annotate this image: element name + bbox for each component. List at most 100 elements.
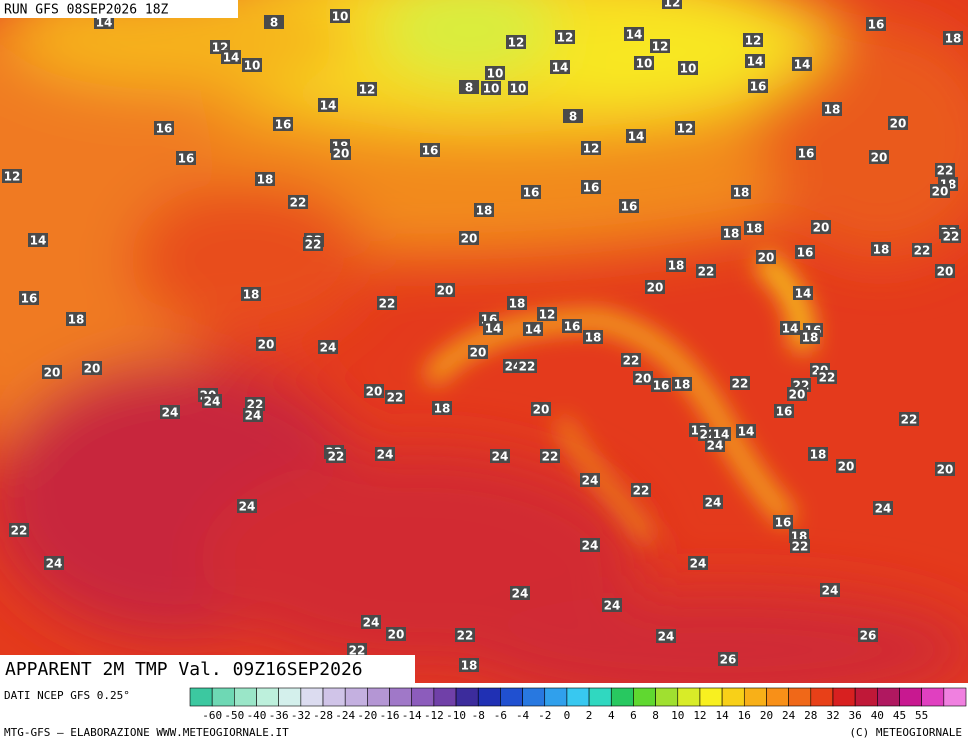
scale-cell (522, 687, 546, 707)
temperature-label: 8 (459, 80, 479, 95)
temperature-label: 16 (795, 245, 815, 260)
scale-cell (544, 687, 568, 707)
temperature-label: 8 (264, 15, 284, 30)
temperature-label: 18 (474, 203, 494, 218)
label-box (202, 394, 222, 408)
scale-cell (211, 687, 235, 707)
label-value: 16 (750, 80, 767, 94)
label-value: 24 (320, 341, 337, 355)
label-value: 26 (860, 629, 877, 643)
label-value: 20 (813, 221, 830, 235)
label-value: 14 (747, 55, 764, 69)
temperature-label: 22 (790, 539, 810, 554)
label-box (581, 141, 601, 155)
temperature-label: 20 (935, 462, 955, 477)
label-value: 20 (333, 147, 350, 161)
scale-label: -6 (494, 709, 507, 722)
temperature-label: 14 (221, 50, 241, 65)
label-value: 20 (871, 151, 888, 165)
label-value: 20 (461, 232, 478, 246)
temperature-label: 14 (550, 60, 570, 75)
temperature-label: 12 (537, 307, 557, 322)
label-box (811, 220, 831, 234)
label-value: 16 (178, 152, 195, 166)
label-box (820, 583, 840, 597)
label-box (94, 15, 114, 29)
scale-cell (788, 687, 812, 707)
label-box (836, 459, 856, 473)
scale-cell (234, 687, 257, 707)
label-value: 16 (775, 516, 792, 530)
label-value: 20 (635, 372, 652, 386)
label-value: 10 (244, 59, 261, 73)
scale-label: -2 (538, 709, 551, 722)
label-box (675, 121, 695, 135)
label-value: 20 (789, 388, 806, 402)
label-box (633, 371, 653, 385)
label-box (581, 180, 601, 194)
label-value: 20 (533, 403, 550, 417)
label-box (696, 264, 716, 278)
label-box (858, 628, 878, 642)
label-value: 22 (732, 377, 749, 391)
temperature-label: 24 (44, 556, 64, 571)
scale-cell (633, 687, 656, 707)
temperature-label: 22 (9, 523, 29, 538)
scale-label: 55 (915, 709, 928, 722)
temperature-label: 16 (619, 199, 639, 214)
label-value: 24 (492, 450, 509, 464)
label-value: 24 (245, 409, 262, 423)
label-value: 20 (647, 281, 664, 295)
color-scale: -60 -50 -40 -36 -32 -28 -24 -20 -16 -14 -12 -10 -8 -6… (189, 687, 967, 722)
label-box (490, 449, 510, 463)
label-value: 24 (582, 474, 599, 488)
label-box (361, 615, 381, 629)
label-value: 22 (11, 524, 28, 538)
label-value: 22 (633, 484, 650, 498)
label-value: 18 (810, 448, 827, 462)
scale-label: 45 (893, 709, 906, 722)
scale-label: 24 (782, 709, 796, 722)
scale-cell (832, 687, 856, 707)
label-box (256, 337, 276, 351)
temperature-label: 22 (941, 229, 961, 244)
label-value: 24 (239, 500, 256, 514)
label-value: 18 (824, 103, 841, 117)
label-value: 24 (658, 630, 675, 644)
temperature-label: 16 (562, 319, 582, 334)
temperature-label: 16 (796, 146, 816, 161)
scale-cell (677, 687, 701, 707)
temperature-label: 20 (645, 280, 665, 295)
label-value: 22 (901, 413, 918, 427)
scale-label: -16 (380, 709, 400, 722)
label-box (303, 237, 323, 251)
label-box (483, 321, 503, 335)
label-value: 14 (320, 99, 337, 113)
temperature-label: 20 (836, 459, 856, 474)
label-box (773, 515, 793, 529)
label-box (331, 146, 351, 160)
label-value: 16 (21, 292, 38, 306)
temperature-label: 22 (288, 195, 308, 210)
scale-label: -36 (269, 709, 289, 722)
label-box (621, 353, 641, 367)
label-box (42, 365, 62, 379)
scale-label: -24 (335, 709, 355, 722)
temperature-label: 18 (871, 242, 891, 257)
label-value: 24 (204, 395, 221, 409)
scale-cell (300, 687, 324, 707)
label-value: 18 (723, 227, 740, 241)
label-box (583, 330, 603, 344)
scale-label: -28 (313, 709, 333, 722)
temperature-label: 20 (531, 402, 551, 417)
temperature-label: 16 (521, 185, 541, 200)
label-value: 22 (349, 644, 366, 658)
scale-label: -10 (446, 709, 466, 722)
temperature-label: 22 (326, 449, 346, 464)
label-box (650, 39, 670, 53)
label-box (66, 312, 86, 326)
label-box (580, 473, 600, 487)
temperature-label: 18 (800, 330, 820, 345)
scale-label: 14 (715, 709, 729, 722)
